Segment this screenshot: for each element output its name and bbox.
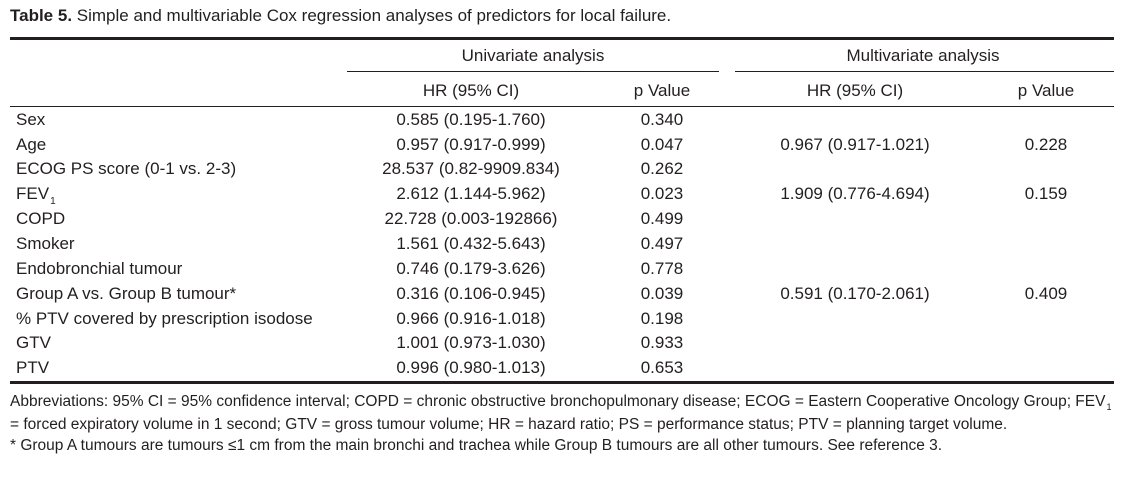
predictor-cell: Sex <box>16 110 46 129</box>
table-caption-text: Simple and multivariable Cox regression … <box>76 6 672 25</box>
footnote: * Group A tumours are tumours ≤1 cm from… <box>10 437 943 454</box>
multivariate-p-cell: 0.409 <box>1024 284 1068 303</box>
table-row: % PTV covered by prescription isodose 0.… <box>0 307 1128 331</box>
univariate-p-cell: 0.262 <box>640 159 684 178</box>
header-divider <box>10 106 1114 107</box>
table-row: Age 0.957 (0.917-0.999) 0.047 0.967 (0.9… <box>0 133 1128 157</box>
table-row: Sex 0.585 (0.195-1.760) 0.340 <box>0 108 1128 132</box>
table-notes: Abbreviations: 95% CI = 95% confidence i… <box>10 391 1114 456</box>
univariate-hr-cell: 0.957 (0.917-0.999) <box>396 135 546 154</box>
univariate-p-header: p Value <box>633 81 691 100</box>
table-row: FEV1 2.612 (1.144-5.962) 0.023 1.909 (0.… <box>0 182 1128 207</box>
predictor-cell: Endobronchial tumour <box>16 259 183 278</box>
multivariate-hr-header: HR (95% CI) <box>806 81 904 100</box>
table-row: GTV 1.001 (0.973-1.030) 0.933 <box>0 331 1128 355</box>
table-row: PTV 0.996 (0.980-1.013) 0.653 <box>0 356 1128 380</box>
table-row: Endobronchial tumour 0.746 (0.179-3.626)… <box>0 257 1128 281</box>
univariate-hr-cell: 2.612 (1.144-5.962) <box>396 184 546 203</box>
multivariate-hr-cell: 0.967 (0.917-1.021) <box>780 135 930 154</box>
multivariate-hr-cell: 0.591 (0.170-2.061) <box>780 284 930 303</box>
predictor-cell: GTV <box>16 333 51 352</box>
univariate-p-cell: 0.497 <box>640 234 684 253</box>
predictor-cell: % PTV covered by prescription isodose <box>16 309 313 328</box>
multivariate-p-cell: 0.159 <box>1024 184 1068 203</box>
table-caption: Table 5. Simple and multivariable Cox re… <box>10 6 671 26</box>
table-row: Group A vs. Group B tumour* 0.316 (0.106… <box>0 282 1128 306</box>
univariate-underline <box>347 71 719 72</box>
univariate-p-cell: 0.198 <box>640 309 684 328</box>
multivariate-hr-cell: 1.909 (0.776-4.694) <box>780 184 930 203</box>
predictor-cell: Group A vs. Group B tumour* <box>16 284 237 303</box>
univariate-hr-cell: 0.746 (0.179-3.626) <box>396 259 546 278</box>
multivariate-p-cell: 0.228 <box>1024 135 1068 154</box>
univariate-hr-cell: 1.001 (0.973-1.030) <box>396 333 546 352</box>
univariate-p-cell: 0.499 <box>640 209 684 228</box>
abbreviations-note: Abbreviations: 95% CI = 95% confidence i… <box>10 393 1112 433</box>
univariate-hr-cell: 22.728 (0.003-192866) <box>384 209 558 228</box>
subscript: 1 <box>50 196 56 207</box>
univariate-hr-cell: 0.996 (0.980-1.013) <box>396 358 546 377</box>
univariate-hr-cell: 28.537 (0.82-9909.834) <box>382 159 560 178</box>
univariate-p-cell: 0.340 <box>640 110 684 129</box>
univariate-p-cell: 0.653 <box>640 358 684 377</box>
univariate-hr-cell: 1.561 (0.432-5.643) <box>396 234 546 253</box>
univariate-p-cell: 0.039 <box>640 284 684 303</box>
table-row: COPD 22.728 (0.003-192866) 0.499 <box>0 207 1128 231</box>
multivariate-p-header: p Value <box>1017 81 1075 100</box>
predictor-cell: Age <box>16 135 47 154</box>
multivariate-header: Multivariate analysis <box>846 46 1000 65</box>
predictor-cell: PTV <box>16 358 50 377</box>
univariate-hr-header: HR (95% CI) <box>422 81 520 100</box>
univariate-p-cell: 0.778 <box>640 259 684 278</box>
predictor-cell: ECOG PS score (0-1 vs. 2-3) <box>16 159 237 178</box>
table-row: ECOG PS score (0-1 vs. 2-3) 28.537 (0.82… <box>0 157 1128 181</box>
univariate-header: Univariate analysis <box>461 46 605 65</box>
predictor-cell: Smoker <box>16 234 75 253</box>
predictor-cell: FEV1 <box>16 184 56 207</box>
predictor-cell: COPD <box>16 209 66 228</box>
table-caption-label: Table 5. <box>10 6 73 25</box>
bottom-rule <box>10 381 1114 384</box>
univariate-p-cell: 0.933 <box>640 333 684 352</box>
top-rule <box>10 37 1114 40</box>
univariate-p-cell: 0.047 <box>640 135 684 154</box>
univariate-hr-cell: 0.585 (0.195-1.760) <box>396 110 546 129</box>
univariate-hr-cell: 0.316 (0.106-0.945) <box>396 284 546 303</box>
table-row: Smoker 1.561 (0.432-5.643) 0.497 <box>0 232 1128 256</box>
subscript: 1 <box>1106 402 1112 412</box>
univariate-hr-cell: 0.966 (0.916-1.018) <box>396 309 546 328</box>
univariate-p-cell: 0.023 <box>640 184 684 203</box>
multivariate-underline <box>735 71 1114 72</box>
